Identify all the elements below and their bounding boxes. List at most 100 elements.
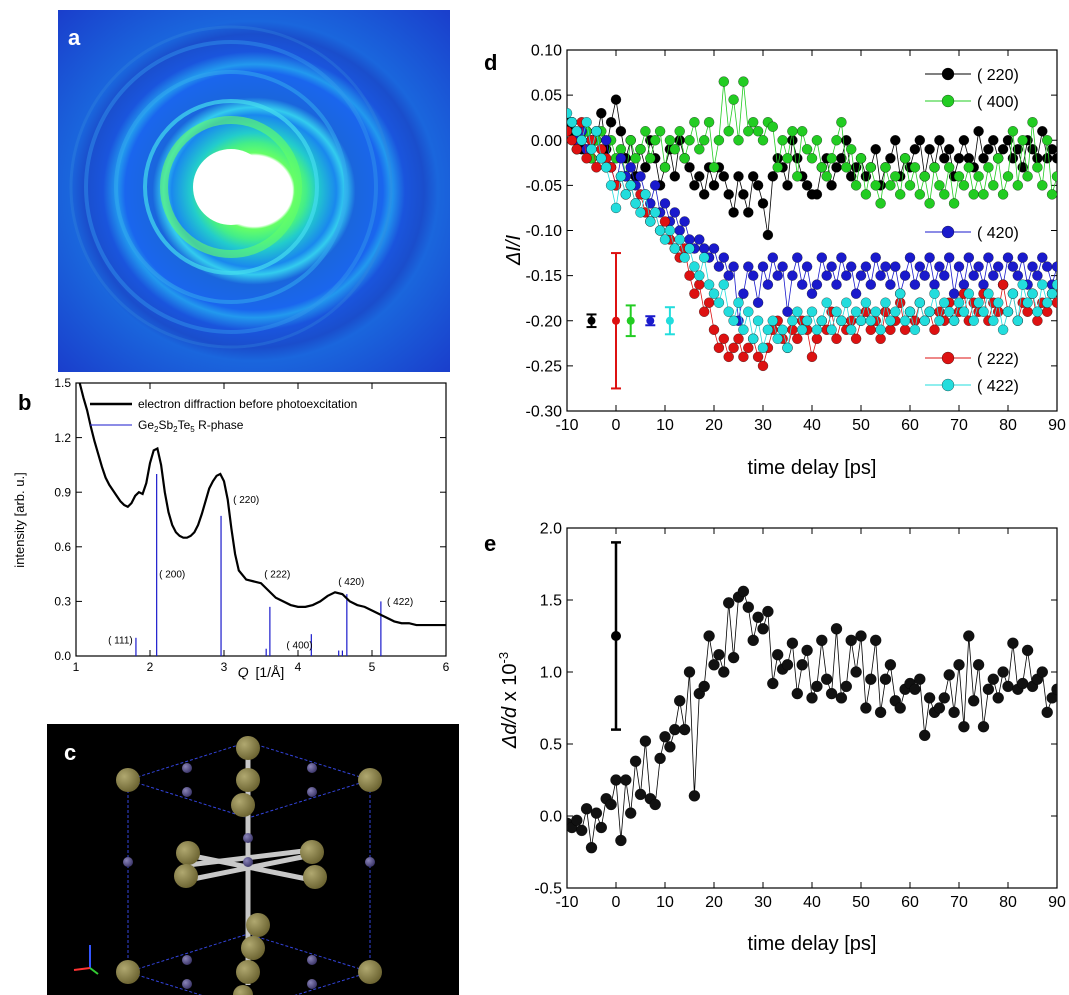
- chart-d-point-black: [728, 207, 739, 218]
- chart-d-point-blue: [699, 243, 710, 254]
- chart-e-point: [884, 659, 897, 671]
- chart-d-point-green: [640, 126, 651, 137]
- chart-e-point: [1051, 683, 1057, 695]
- chart-d-point-red: [728, 342, 739, 353]
- chart-d-point-cyan: [777, 324, 788, 335]
- chart-e-xtick-label: 60: [901, 894, 919, 911]
- chart-d-ytick-label: 0.05: [531, 88, 562, 105]
- chart-d-point-blue: [1012, 270, 1023, 281]
- chart-d-point-red: [684, 270, 695, 281]
- chart-d-point-red: [694, 279, 705, 290]
- panel-e: e -10 0 10 20 30 40 50 60 70 80 902.01.51.00.50.0-…: [484, 521, 1066, 955]
- chart-e-point: [1021, 644, 1034, 657]
- chart-e-xlabel: time delay [ps]: [748, 933, 877, 955]
- chart-d-point-red: [757, 360, 769, 372]
- chart-d-point-green: [767, 121, 778, 132]
- chart-d-point-black: [738, 189, 749, 200]
- panel-b: b 1 2 3 4 5 6 0.0 0.3 0.6 0.9 1.2 1.5 ( 111) ( 200) ( …: [12, 376, 450, 680]
- chart-d-point-cyan: [787, 315, 798, 326]
- chart-d-point-black: [605, 117, 617, 128]
- chart-d-point-green: [650, 135, 661, 146]
- chart-d-point-green: [919, 171, 930, 182]
- chart-b-frame: [75, 382, 447, 657]
- chart-e-point: [713, 649, 725, 661]
- chart-d-point-black: [846, 171, 857, 182]
- chart-d-point-green: [1037, 180, 1048, 191]
- chart-d-point-blue: [782, 306, 793, 317]
- chart-b-ylabel: intensity [arb. u.]: [12, 472, 27, 567]
- chart-e-point: [923, 692, 936, 704]
- chart-d-point-green: [929, 162, 940, 173]
- chart-d-point-cyan: [997, 324, 1009, 335]
- chart-e-xtick-label: 80: [999, 894, 1017, 911]
- chart-d-point-cyan: [738, 324, 749, 335]
- chart-d-point-blue: [806, 288, 818, 299]
- chart-d-ytick-label: -0.10: [526, 223, 563, 240]
- chart-d-point-blue: [752, 297, 764, 308]
- chart-d-point-red: [752, 351, 764, 363]
- atoms-small: [123, 763, 375, 989]
- chart-b-xtick-label: 2: [147, 660, 154, 674]
- chart-d-point-blue: [718, 252, 729, 263]
- chart-d-point-blue: [1002, 252, 1014, 263]
- leg2-p5: 5: [190, 425, 195, 434]
- chart-b-xtick-label: 4: [295, 660, 302, 674]
- chart-d-point-black: [1042, 153, 1053, 164]
- chart-d-point-green: [850, 180, 862, 191]
- chart-d-point-blue: [993, 261, 1004, 272]
- diffraction-ring-1: [160, 116, 302, 258]
- chart-d-point-cyan: [836, 315, 847, 326]
- chart-e-point: [860, 702, 872, 714]
- chart-e-ylabel-mult: x 10: [499, 663, 521, 706]
- chart-d-errorpoint-red: [612, 316, 620, 325]
- chart-d-point-cyan: [870, 306, 881, 317]
- chart-d-point-blue: [787, 270, 798, 281]
- chart-e-point: [879, 673, 892, 685]
- chart-e-point: [767, 677, 779, 690]
- chart-e-ytick-label: 1.0: [540, 665, 562, 682]
- chart-d-point-green: [841, 162, 852, 173]
- chart-d-point-green: [880, 162, 891, 173]
- chart-e-point: [977, 721, 990, 733]
- chart-e-ylabel-exp: -3: [496, 652, 511, 664]
- leg2-p4: Te: [178, 418, 191, 432]
- chart-b-xtick-label: 6: [443, 660, 450, 674]
- chart-d-point-red: [1042, 306, 1053, 317]
- chart-d-point-blue: [885, 279, 896, 290]
- chart-e-ylabel-sym: Δd/d: [499, 706, 521, 749]
- chart-d-point-cyan: [674, 234, 685, 245]
- diffraction-ring-4: [84, 40, 378, 334]
- chart-d-point-blue: [929, 279, 940, 290]
- chart-d-legend-label: ( 222): [977, 351, 1019, 368]
- chart-d-point-blue: [1032, 270, 1043, 281]
- chart-e-point: [708, 659, 720, 671]
- chart-d-ytick-label: 0.10: [531, 43, 562, 60]
- chart-d-point-blue: [728, 261, 739, 272]
- chart-d-point-blue: [924, 252, 935, 263]
- chart-e-point: [737, 585, 750, 598]
- chart-d-point-blue: [777, 261, 788, 272]
- chart-d-point-cyan: [1022, 297, 1033, 308]
- chart-e-xtick-label: 50: [852, 894, 870, 911]
- chart-d-point-black: [1012, 144, 1023, 155]
- chart-d-point-green: [752, 126, 764, 137]
- chart-d-point-black: [953, 153, 965, 164]
- chart-d-point-cyan: [762, 324, 774, 335]
- chart-d-point-cyan: [792, 306, 803, 317]
- chart-d-point-blue: [801, 261, 813, 272]
- chart-d-point-green: [1002, 171, 1014, 182]
- chart-d-point-green: [718, 76, 729, 87]
- chart-d-point-cyan: [723, 306, 734, 317]
- chart-d-point-cyan: [576, 135, 587, 146]
- chart-e-point: [933, 702, 946, 714]
- chart-d-point-green: [684, 135, 695, 146]
- chart-d-point-cyan: [797, 324, 808, 335]
- chart-d-ytick-label: -0.15: [526, 268, 563, 285]
- chart-d-point-black: [743, 207, 754, 218]
- chart-b-legend-label-1: electron diffraction before photoexcitat…: [138, 397, 357, 411]
- chart-d-xtick-label: 50: [852, 417, 870, 434]
- chart-d-ytick-label: -0.20: [526, 313, 563, 330]
- chart-d-ytick-label: -0.30: [526, 404, 563, 421]
- chart-d-point-cyan: [953, 297, 965, 308]
- chart-d-point-red: [581, 153, 592, 164]
